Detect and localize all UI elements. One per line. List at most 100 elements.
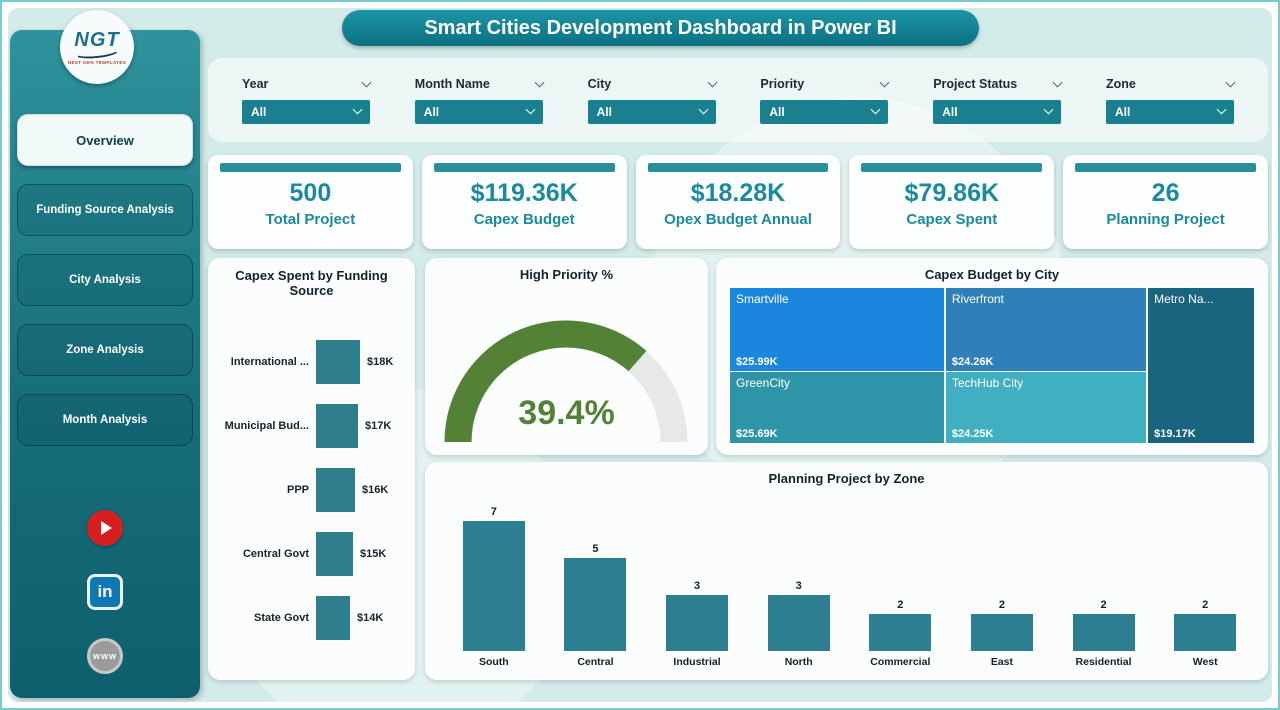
bar-industrial[interactable] [666,595,729,651]
treemap-tile-greencity[interactable]: GreenCity $25.69K [730,372,944,443]
bar-south[interactable] [462,521,525,651]
page-title: Smart Cities Development Dashboard in Po… [342,10,979,46]
youtube-icon[interactable] [87,510,123,546]
value-label: $15K [360,548,387,560]
treemap-tile-smartville[interactable]: Smartville $25.99K [730,288,944,371]
value-label: 7 [490,506,497,518]
linkedin-icon[interactable]: in [87,574,123,610]
category-label: West [1192,656,1218,668]
funding-bars: International ... $18K Municipal Bud... … [216,330,411,650]
filter-panel: Year All Month Name All City All Priorit… [208,58,1268,142]
category-label: Commercial [870,656,931,668]
bar-column: 2 Commercial [850,498,952,672]
bar-row: Municipal Bud... $17K [216,394,411,458]
slicer-project-status: Project Status All [933,76,1063,124]
chevron-down-icon[interactable] [361,77,372,87]
bar-central[interactable] [564,558,627,651]
bar-column: 3 Industrial [646,498,748,672]
slicer-value: All [251,104,267,119]
linkedin-glyph: in [97,582,113,601]
slicer-value: All [1114,104,1131,119]
category-label: State Govt [253,612,309,624]
sidebar-item-zone-analysis[interactable]: Zone Analysis [17,324,193,376]
sidebar-item-city-analysis[interactable]: City Analysis [17,254,193,306]
category-label: Industrial [673,656,721,668]
treemap-tile-metro[interactable]: Metro Na... $19.17K [1148,288,1254,443]
logo-subtext: NEXT GEN TEMPLATES [67,60,127,65]
gauge-arc-graphic [444,320,688,443]
slicer-label: Zone [1105,76,1136,91]
bar-column: 7 South [443,498,545,672]
kpi-card-opex-budget-annual: $18.28K Opex Budget Annual [635,155,841,249]
bar-north[interactable] [767,595,830,651]
slicer-dropdown-year[interactable]: All [242,99,370,124]
bar-east[interactable] [970,614,1033,651]
bar-row: State Govt $14K [216,586,411,650]
slicer-dropdown-zone[interactable]: All [1105,99,1234,124]
slicer-dropdown-city[interactable]: All [587,99,716,124]
chevron-down-icon[interactable] [1052,77,1063,87]
kpi-accent-bar [220,163,401,172]
treemap-tile-techhub-city[interactable]: TechHub City $24.25K [945,372,1147,443]
kpi-value: $119.36K [470,179,578,207]
slicer-label: Priority [760,76,805,91]
bar-column: 3 North [748,498,850,672]
kpi-accent-bar [433,163,615,172]
bar-central-govt[interactable] [316,532,353,576]
value-label: $14K [357,612,384,624]
sidebar-item-funding-source-analysis[interactable]: Funding Source Analysis [17,184,193,236]
value-label: 5 [592,543,599,555]
chevron-down-icon[interactable] [1225,77,1236,87]
chart-capex-budget-by-city: Capex Budget by City Smartville $25.99K … [716,258,1268,455]
bar-column: 2 East [951,498,1053,672]
chart-title: High Priority % [519,267,614,282]
slicer-dropdown-priority[interactable]: All [760,99,889,124]
slicer-value: All [769,104,785,119]
bar-west[interactable] [1174,614,1237,651]
tile-value: $19.17K [1154,428,1196,440]
bar-commercial[interactable] [869,614,932,651]
tile-name: Metro Na... [1154,292,1214,306]
sidebar-nav: Overview Funding Source Analysis City An… [17,114,193,464]
slicer-year: Year All [242,76,372,124]
sidebar-item-overview[interactable]: Overview [17,114,193,166]
slicer-label: Project Status [933,76,1018,91]
kpi-label: Capex Budget [473,211,575,228]
bar-row: International ... $18K [216,330,411,394]
slicer-label: City [587,76,612,91]
slicer-dropdown-month-name[interactable]: All [414,99,543,124]
bar-residential[interactable] [1072,614,1135,651]
slicer-label: Year [242,76,269,91]
bar-column: 2 West [1154,498,1256,672]
chevron-down-icon[interactable] [534,77,545,87]
value-label: $16K [362,484,389,496]
kpi-accent-bar [647,163,829,172]
bar-municipal-budget[interactable] [316,404,358,448]
web-glyph: WWW [92,651,118,661]
chevron-down-icon[interactable] [707,77,718,87]
sidebar-item-month-analysis[interactable]: Month Analysis [17,394,193,446]
tile-value: $24.25K [951,427,994,440]
web-globe-icon[interactable]: WWW [87,638,123,674]
slicer-priority: Priority All [760,76,890,124]
bar-state-govt[interactable] [316,596,350,640]
tile-name: GreenCity [736,376,791,391]
chevron-down-icon [870,104,881,115]
slicer-dropdown-project-status[interactable]: All [933,99,1062,124]
bar-ppp[interactable] [316,468,355,512]
kpi-card-capex-spent: $79.86K Capex Spent [849,155,1055,249]
category-label: South [478,656,509,668]
value-label: 3 [694,580,701,592]
chevron-down-icon [1216,104,1227,115]
kpi-card-planning-project: 26 Planning Project [1063,155,1268,249]
value-label: 2 [1202,599,1209,611]
category-label: North [784,656,813,668]
chevron-down-icon [525,104,536,115]
chevron-down-icon[interactable] [879,77,890,87]
slicer-city: City All [587,76,718,124]
company-logo: NGT NEXT GEN TEMPLATES [60,10,134,84]
treemap-tile-riverfront[interactable]: Riverfront $24.26K [945,288,1147,371]
zone-bars: 7 South 5 Central 3 Industrial 3 North 2 [443,498,1256,672]
bar-international[interactable] [316,340,360,384]
social-links: in WWW [10,510,200,674]
